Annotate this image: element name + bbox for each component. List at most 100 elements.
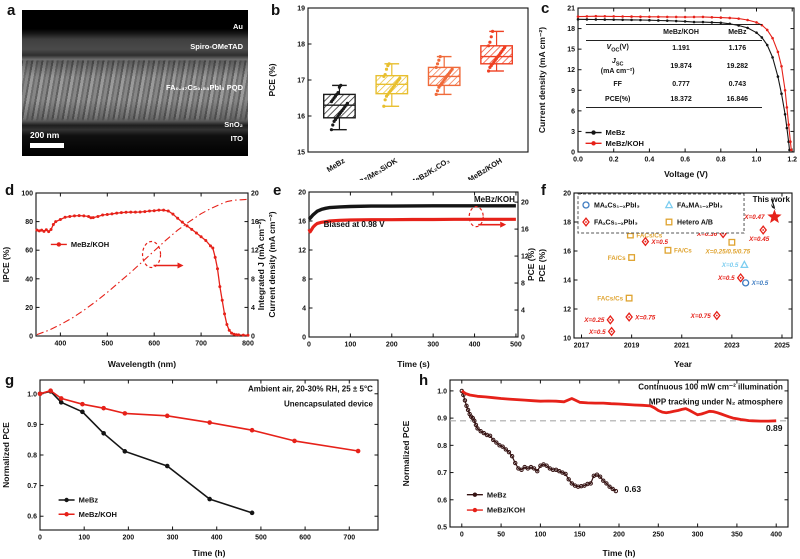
svg-text:100: 100 bbox=[345, 342, 357, 349]
svg-text:1.0: 1.0 bbox=[437, 388, 447, 395]
svg-text:20: 20 bbox=[25, 305, 33, 312]
svg-text:8: 8 bbox=[521, 281, 525, 288]
svg-text:MeBz/KOH: MeBz/KOH bbox=[606, 139, 644, 148]
svg-text:12: 12 bbox=[298, 248, 306, 255]
svg-text:MeBz/KOH: MeBz/KOH bbox=[487, 506, 525, 515]
svg-text:100: 100 bbox=[21, 191, 33, 198]
svg-text:0.9: 0.9 bbox=[27, 422, 37, 429]
svg-text:0.4: 0.4 bbox=[645, 157, 655, 164]
panel-b-boxplot: 15 16 17 18 19 PCE (%) MeBz MeBz/Me₃SiOK MeBz/K₂… bbox=[266, 0, 536, 180]
panel-a-sem: Au Spiro-OMeTAD FA₀.₄₇Cs₀.₅₃PbI₃ PQD SnO… bbox=[0, 0, 266, 180]
svg-text:0: 0 bbox=[521, 335, 525, 342]
svg-text:FA/Cs: FA/Cs bbox=[674, 248, 692, 255]
table-row-ff: FF 0.777 0.743 bbox=[613, 81, 747, 88]
svg-text:0.6: 0.6 bbox=[437, 497, 447, 504]
svg-text:200: 200 bbox=[123, 535, 135, 542]
svg-text:X=0.45: X=0.45 bbox=[748, 236, 770, 243]
panel-c-jv: 0.0 0.2 0.4 0.6 0.8 1.0 1.2 0 3 6 9 12 15 18 21 Voltage… bbox=[536, 0, 800, 180]
svg-text:700: 700 bbox=[195, 341, 207, 348]
svg-text:1.0: 1.0 bbox=[752, 157, 762, 164]
svg-text:MeBz: MeBz bbox=[79, 496, 99, 505]
svg-text:X=0.25: X=0.25 bbox=[583, 317, 605, 324]
svg-text:X=0.25/0.5/0.75: X=0.25/0.5/0.75 bbox=[705, 248, 751, 255]
svg-text:0.7: 0.7 bbox=[27, 483, 37, 490]
svg-text:MeBz/KOH: MeBz/KOH bbox=[79, 510, 117, 519]
svg-text:Current density (mA cm⁻²): Current density (mA cm⁻²) bbox=[267, 211, 277, 317]
panel-g-ambient-stability: 0 100 200 300 400 500 600 700 0.6 0.7 0.8 0.9 1.0 Tim… bbox=[0, 370, 400, 559]
layer-label-pqd: FA₀.₄₇Cs₀.₅₃PbI₃ PQD bbox=[165, 83, 243, 92]
table-row-pce: PCE(%) 18.372 16.846 bbox=[605, 96, 749, 103]
mpp-stability-chart: 0 50 100 150 200 250 300 350 400 0.5 0.6 0.7 0.8 0.9 1… bbox=[401, 379, 789, 558]
svg-text:500: 500 bbox=[510, 342, 522, 349]
svg-text:0: 0 bbox=[251, 334, 255, 341]
svg-text:100: 100 bbox=[535, 532, 547, 539]
svg-text:400: 400 bbox=[469, 342, 481, 349]
panel-a-letter: a bbox=[7, 2, 16, 19]
jv-curve-chart: 0.0 0.2 0.4 0.6 0.8 1.0 1.2 0 3 6 9 12 15 18 21 Voltage… bbox=[537, 6, 797, 180]
layer-label-spiro: Spiro-OMeTAD bbox=[190, 42, 243, 52]
svg-text:0.63: 0.63 bbox=[625, 484, 642, 494]
svg-text:Wavelength (nm): Wavelength (nm) bbox=[108, 359, 176, 369]
col-mebz-koh: MeBz/KOH bbox=[663, 29, 699, 36]
layer-label-ito: ITO bbox=[230, 134, 243, 144]
svg-text:4: 4 bbox=[251, 305, 255, 312]
svg-text:18: 18 bbox=[567, 26, 575, 33]
svg-text:500: 500 bbox=[101, 341, 113, 348]
panel-h-letter: h bbox=[419, 372, 429, 389]
svg-text:16: 16 bbox=[521, 227, 529, 234]
panel-d-ipce: 400 500 600 700 800 0 20 40 60 80 100 0 4 8 12 16 20 Wave… bbox=[0, 180, 266, 370]
svg-text:400: 400 bbox=[211, 535, 223, 542]
svg-text:15: 15 bbox=[297, 150, 305, 157]
svg-text:Time (h): Time (h) bbox=[193, 548, 226, 558]
svg-text:Time (h): Time (h) bbox=[603, 548, 636, 558]
svg-text:2019: 2019 bbox=[624, 343, 640, 350]
svg-text:14: 14 bbox=[563, 278, 571, 285]
svg-text:19: 19 bbox=[297, 6, 305, 13]
panel-h-mpp-stability: 0 50 100 150 200 250 300 350 400 0.5 0.6 0.7 0.8 0.9 1… bbox=[400, 370, 800, 559]
svg-text:MeBz/Me₃SiOK: MeBz/Me₃SiOK bbox=[348, 156, 399, 180]
svg-text:16: 16 bbox=[298, 219, 306, 226]
svg-text:400: 400 bbox=[55, 341, 67, 348]
svg-text:MeBz: MeBz bbox=[606, 128, 626, 137]
svg-text:20: 20 bbox=[251, 191, 259, 198]
svg-text:16: 16 bbox=[297, 114, 305, 121]
panel-e-letter: e bbox=[273, 182, 282, 199]
svg-text:0: 0 bbox=[29, 334, 33, 341]
panel-e-stabilized-output: 0 100 200 300 400 500 0 4 8 12 16 20 0 4 8 12 16 20 Time (… bbox=[266, 180, 536, 370]
svg-text:300: 300 bbox=[167, 535, 179, 542]
svg-text:600: 600 bbox=[148, 341, 160, 348]
svg-text:0: 0 bbox=[460, 532, 464, 539]
svg-text:Hetero A/B: Hetero A/B bbox=[677, 220, 713, 227]
pce-boxplot-chart: 15 16 17 18 19 PCE (%) MeBz MeBz/Me₃SiOK MeBz/K₂… bbox=[267, 6, 529, 180]
svg-text:0.8: 0.8 bbox=[27, 453, 37, 460]
svg-text:100: 100 bbox=[78, 535, 90, 542]
svg-text:350: 350 bbox=[731, 532, 743, 539]
svg-text:150: 150 bbox=[574, 532, 586, 539]
svg-text:X=0.5: X=0.5 bbox=[650, 239, 668, 246]
svg-text:12: 12 bbox=[251, 248, 259, 255]
table-row-voc: VOC(V) 1.191 1.176 bbox=[606, 43, 747, 54]
svg-text:X=0.5: X=0.5 bbox=[717, 275, 735, 282]
svg-text:700: 700 bbox=[343, 535, 355, 542]
svg-text:0: 0 bbox=[38, 535, 42, 542]
svg-text:MPP tracking under N₂ atmosphe: MPP tracking under N₂ atmosphere bbox=[649, 397, 784, 406]
svg-text:8: 8 bbox=[251, 276, 255, 283]
svg-text:Ambient air, 20-30% RH, 25 ± 5: Ambient air, 20-30% RH, 25 ± 5°C bbox=[248, 384, 373, 393]
svg-text:MeBz/KOH: MeBz/KOH bbox=[474, 195, 515, 204]
table-row-jsc: JSC (mA cm⁻²) 19.874 19.282 bbox=[600, 57, 749, 75]
panel-b-letter: b bbox=[271, 2, 281, 19]
svg-text:17: 17 bbox=[297, 78, 305, 85]
svg-text:0.6: 0.6 bbox=[27, 514, 37, 521]
svg-text:60: 60 bbox=[25, 248, 33, 255]
svg-text:MeBz/KOH: MeBz/KOH bbox=[466, 156, 503, 180]
svg-text:6: 6 bbox=[571, 108, 575, 115]
svg-text:18: 18 bbox=[563, 220, 571, 227]
svg-text:Continuous 100 mW cm⁻² illumin: Continuous 100 mW cm⁻² illumination bbox=[638, 383, 783, 392]
svg-text:MAₓCs₁₋ₓPbI₃: MAₓCs₁₋ₓPbI₃ bbox=[594, 203, 640, 210]
svg-text:PCE (%): PCE (%) bbox=[526, 248, 536, 281]
svg-text:2021: 2021 bbox=[674, 343, 690, 350]
svg-text:4: 4 bbox=[521, 308, 525, 315]
svg-text:X=0.75: X=0.75 bbox=[634, 314, 656, 321]
svg-text:2023: 2023 bbox=[724, 343, 740, 350]
